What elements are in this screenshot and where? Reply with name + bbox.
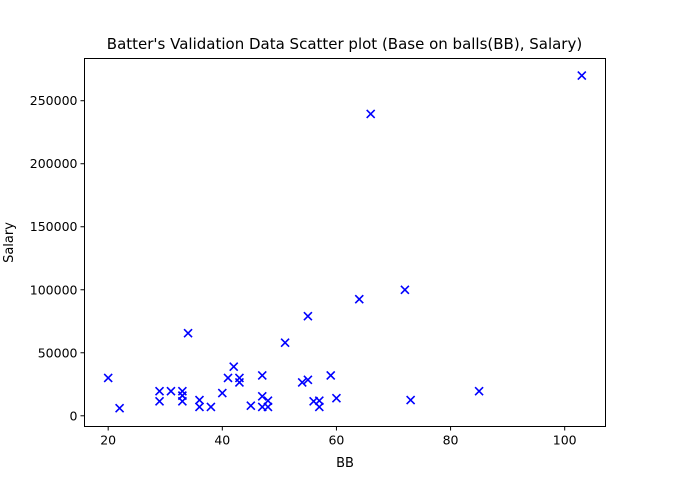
data-point	[154, 396, 165, 406]
data-point	[354, 294, 364, 304]
data-point	[303, 375, 313, 385]
data-point	[229, 362, 239, 372]
data-point	[166, 386, 176, 396]
x-tick-label: 20	[100, 433, 116, 448]
data-point	[257, 370, 267, 381]
x-tick-label: 40	[214, 433, 230, 448]
data-point	[234, 373, 244, 383]
x-axis: 20 40 60 80 100	[100, 426, 577, 448]
data-point	[263, 402, 273, 412]
data-point	[115, 403, 125, 413]
data-point	[177, 396, 187, 406]
y-axis-title: Salary	[2, 222, 17, 263]
data-point	[297, 377, 307, 387]
chart-title: Batter's Validation Data Scatter plot (B…	[107, 35, 582, 53]
data-point	[183, 328, 193, 338]
data-point	[303, 311, 313, 321]
data-point	[366, 109, 376, 119]
y-tick-label: 0	[70, 408, 78, 423]
data-point	[326, 370, 336, 381]
data-point	[194, 395, 205, 405]
data-point	[223, 373, 233, 383]
x-tick-label: 80	[443, 433, 459, 448]
data-point	[331, 393, 342, 403]
data-point	[400, 285, 410, 295]
y-tick-label: 50000	[38, 345, 78, 360]
axes-frame	[84, 58, 606, 427]
x-axis-title: BB	[336, 456, 354, 471]
data-point	[154, 386, 165, 396]
data-point	[194, 402, 205, 412]
data-point	[103, 373, 113, 383]
data-point	[246, 401, 256, 411]
data-point	[257, 391, 267, 401]
data-point	[280, 338, 290, 348]
y-tick-label: 250000	[30, 93, 78, 108]
data-point	[406, 395, 416, 405]
y-tick-label: 200000	[30, 156, 78, 171]
data-point	[314, 402, 324, 412]
y-axis: 0 50000 100000 150000 200000 250000	[30, 93, 85, 423]
data-point	[234, 377, 244, 387]
y-tick-label: 150000	[30, 219, 78, 234]
y-tick-label: 100000	[30, 282, 78, 297]
data-point	[474, 386, 484, 396]
data-point	[217, 388, 227, 398]
plot-area	[103, 70, 587, 413]
data-point	[577, 70, 587, 81]
data-point	[177, 386, 187, 396]
x-tick-label: 100	[553, 433, 577, 448]
x-tick-label: 60	[328, 433, 344, 448]
data-point	[206, 402, 216, 412]
